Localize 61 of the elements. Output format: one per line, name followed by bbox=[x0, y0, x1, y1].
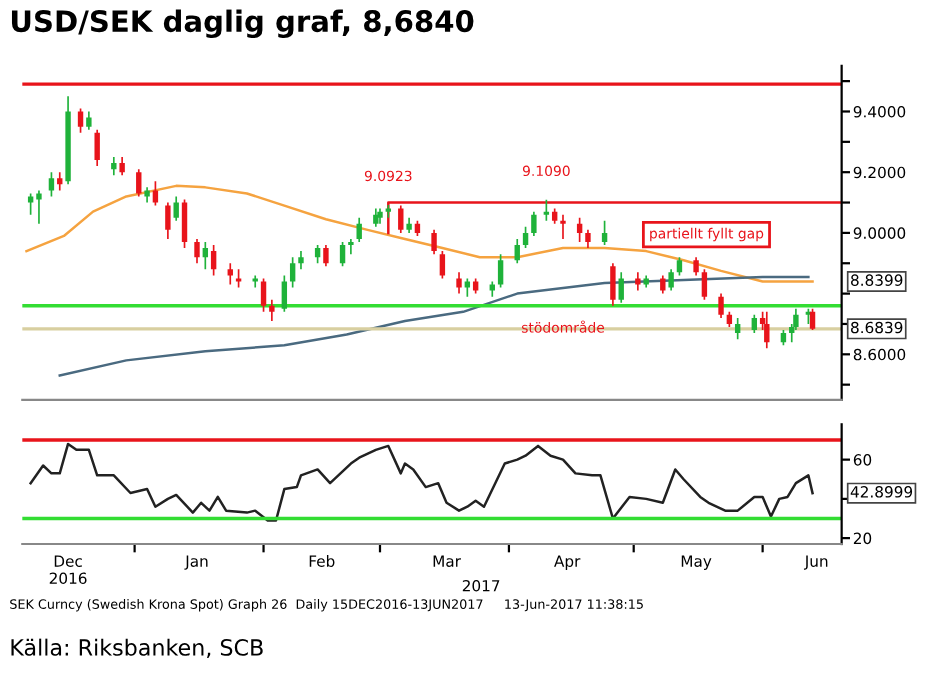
candlestick bbox=[764, 310, 770, 350]
line-series bbox=[25, 184, 814, 283]
candlestick bbox=[701, 268, 708, 301]
candlestick bbox=[497, 253, 504, 289]
candlestick bbox=[181, 198, 188, 249]
chart-title: USD/SEK daglig graf, 8,6840 bbox=[11, 9, 474, 39]
candlestick bbox=[77, 107, 84, 134]
candlestick bbox=[111, 156, 117, 177]
candlestick bbox=[210, 244, 217, 277]
candlestick bbox=[676, 256, 683, 277]
candlestick bbox=[464, 277, 471, 298]
candlestick bbox=[348, 238, 354, 255]
candlestick bbox=[618, 271, 624, 304]
candlestick bbox=[235, 268, 242, 289]
candlestick bbox=[585, 229, 591, 249]
candlestick bbox=[194, 238, 200, 265]
candlestick bbox=[431, 229, 437, 255]
candlestick bbox=[57, 171, 63, 192]
candlestick bbox=[339, 241, 346, 268]
candlestick bbox=[281, 274, 288, 313]
candlestick bbox=[734, 317, 741, 340]
candlestick bbox=[298, 250, 304, 271]
candlestick bbox=[531, 210, 537, 237]
candlestick bbox=[635, 271, 641, 292]
candlestick bbox=[48, 171, 55, 198]
candlestick bbox=[136, 168, 142, 198]
candlestick bbox=[289, 256, 296, 289]
candlestick bbox=[202, 241, 209, 271]
candlestick bbox=[323, 244, 329, 268]
candlestick bbox=[152, 180, 159, 207]
candlestick bbox=[269, 298, 275, 322]
candlestick bbox=[27, 192, 34, 216]
candlestick bbox=[751, 314, 758, 334]
candlestick bbox=[385, 204, 392, 219]
candlestick bbox=[314, 244, 321, 265]
candlestick bbox=[560, 213, 566, 240]
candlestick bbox=[252, 274, 258, 289]
candlestick bbox=[668, 268, 674, 292]
candlestick bbox=[693, 256, 699, 277]
candlestick bbox=[514, 238, 520, 265]
candlestick bbox=[576, 216, 583, 243]
candlestick bbox=[660, 274, 666, 295]
candlestick bbox=[601, 219, 608, 246]
text: Källa: Riksbanken, SCB bbox=[11, 638, 263, 659]
candlestick bbox=[610, 262, 616, 307]
candlestick bbox=[173, 195, 179, 222]
candlestick bbox=[94, 128, 100, 167]
candlestick bbox=[356, 216, 362, 243]
candlestick bbox=[119, 156, 125, 177]
candlestick bbox=[439, 250, 446, 280]
candlestick bbox=[260, 277, 267, 313]
candlestick bbox=[86, 110, 92, 131]
candlestick bbox=[456, 271, 462, 295]
candlestick bbox=[522, 225, 529, 249]
candlestick bbox=[718, 292, 724, 319]
line-series bbox=[29, 442, 814, 522]
candlestick bbox=[165, 201, 171, 240]
candlestick bbox=[36, 189, 42, 225]
candlestick bbox=[227, 262, 233, 286]
line-series bbox=[58, 275, 810, 377]
candlestick bbox=[543, 198, 550, 222]
